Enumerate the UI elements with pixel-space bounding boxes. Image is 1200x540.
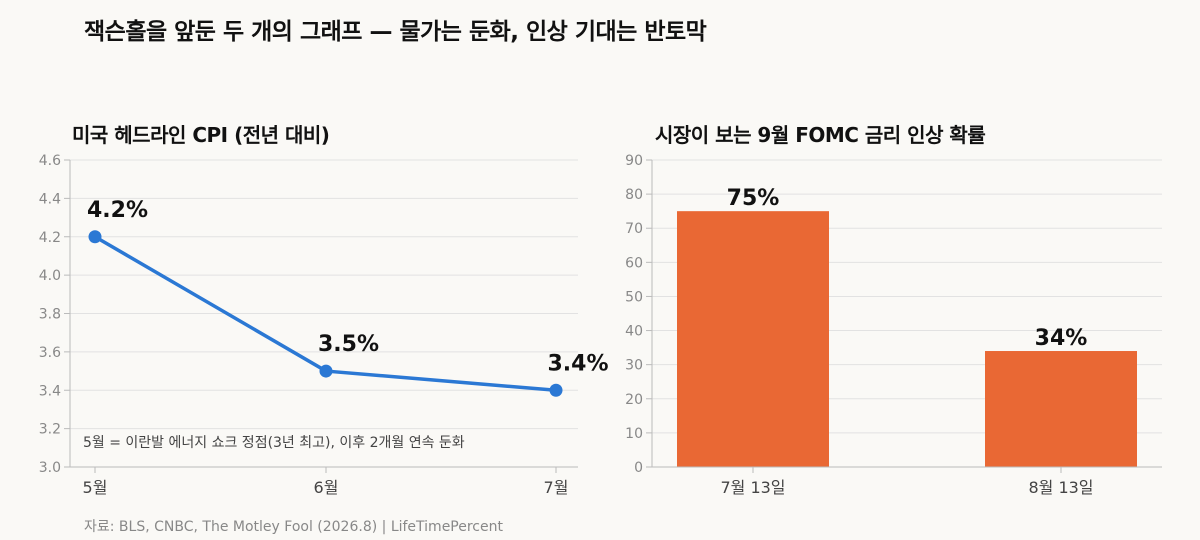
cpi-ytick-label: 3.6: [39, 345, 61, 361]
cpi-ytick-label: 3.2: [39, 422, 61, 438]
cpi-ytick-label: 4.4: [39, 191, 61, 207]
fomc-ytick-label: 50: [625, 289, 643, 305]
fomc-ytick-label: 30: [625, 358, 643, 374]
fomc-data-label: 34%: [1035, 326, 1088, 351]
cpi-data-label: 3.4%: [547, 351, 608, 376]
fomc-ytick-label: 40: [625, 324, 643, 340]
fomc-ytick-label: 90: [625, 153, 643, 169]
cpi-xtick-label: 6월: [314, 478, 339, 497]
cpi-data-label: 3.5%: [318, 332, 379, 357]
main-title: 잭슨홀을 앞둔 두 개의 그래프 — 물가는 둔화, 인상 기대는 반토막: [84, 19, 707, 45]
cpi-ytick-label: 4.0: [39, 268, 61, 284]
cpi-point: [319, 364, 333, 378]
fomc-ytick-label: 80: [625, 187, 643, 203]
fomc-ytick-label: 10: [625, 426, 643, 442]
cpi-ytick-label: 4.6: [39, 153, 61, 169]
cpi-point: [88, 230, 102, 244]
cpi-point: [549, 383, 563, 397]
fomc-ytick-label: 60: [625, 255, 643, 271]
cpi-xtick-label: 5월: [83, 478, 108, 497]
cpi-ytick-label: 3.0: [39, 460, 61, 476]
cpi-annotation: 5월 = 이란발 에너지 쇼크 정점(3년 최고), 이후 2개월 연속 둔화: [83, 435, 465, 451]
fomc-ytick-label: 70: [625, 221, 643, 237]
source-note: 자료: BLS, CNBC, The Motley Fool (2026.8) …: [84, 519, 503, 535]
fomc-ytick-label: 0: [634, 460, 643, 476]
fomc-bar: [985, 351, 1137, 467]
fomc-data-label: 75%: [727, 186, 780, 211]
cpi-ytick-label: 4.2: [39, 230, 61, 246]
cpi-ytick-label: 3.8: [39, 307, 61, 323]
fomc-xtick-label: 7월 13일: [720, 478, 785, 497]
cpi-chart-title: 미국 헤드라인 CPI (전년 대비): [72, 123, 330, 147]
cpi-ytick-label: 3.4: [39, 383, 61, 399]
fomc-bar: [677, 211, 829, 467]
fomc-ytick-label: 20: [625, 392, 643, 408]
cpi-xtick-label: 7월: [544, 478, 569, 497]
fomc-chart-title: 시장이 보는 9월 FOMC 금리 인상 확률: [655, 123, 986, 147]
fomc-xtick-label: 8월 13일: [1028, 478, 1093, 497]
cpi-data-label: 4.2%: [87, 198, 148, 223]
